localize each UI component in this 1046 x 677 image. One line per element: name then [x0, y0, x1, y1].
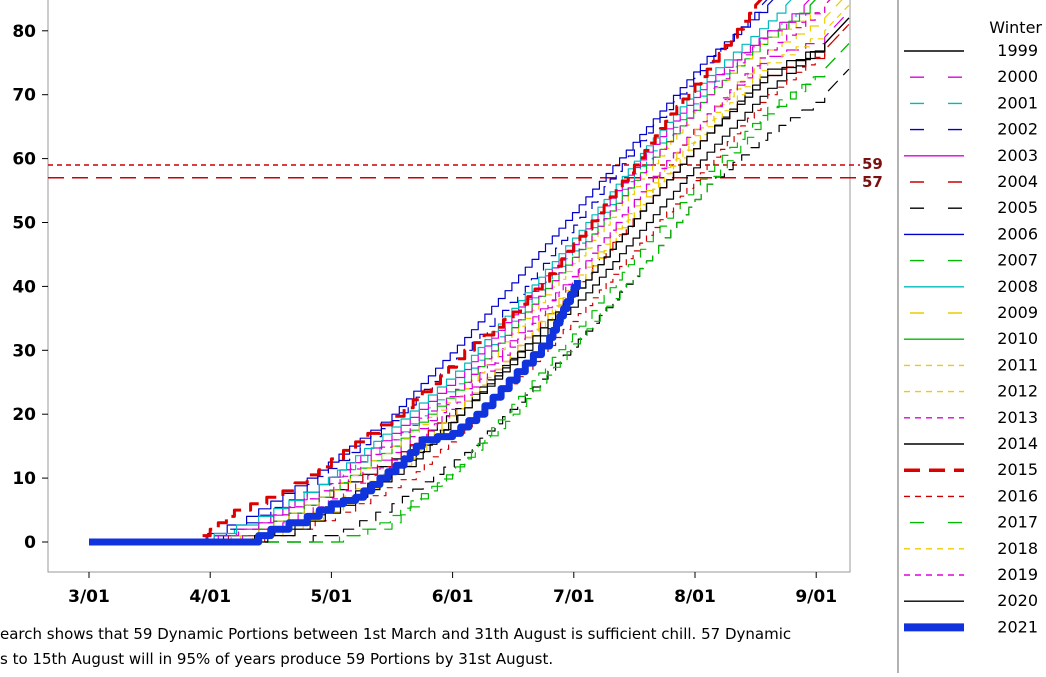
legend-label-2021: 2021: [997, 617, 1038, 636]
series-line-2014: [89, 17, 850, 543]
legend-label-2008: 2008: [997, 277, 1038, 296]
legend-title: Winter: [989, 18, 1042, 37]
y-tick-label-70: 70: [12, 86, 36, 106]
y-axis: 0 10 20 30 40 50 60 70 80: [12, 22, 48, 553]
series-line-2007: [89, 43, 850, 543]
x-tick-label-6: 8/01: [674, 587, 716, 607]
legend-label-1999: 1999: [997, 41, 1038, 60]
y-tick-label-0: 0: [24, 533, 36, 553]
reference-label-59: 59: [862, 155, 883, 173]
series-line-2019: [89, 0, 831, 543]
legend-label-2014: 2014: [997, 434, 1038, 453]
y-tick-label-80: 80: [12, 22, 36, 42]
y-tick-label-50: 50: [12, 214, 36, 234]
series-line-2015: [89, 0, 763, 544]
y-tick-label-30: 30: [12, 341, 36, 361]
series-line-2004: [89, 23, 850, 543]
series-line-2011: [89, 4, 850, 543]
series-line-2009: [89, 0, 843, 543]
x-tick-label-4: 6/01: [432, 587, 474, 607]
legend-label-2009: 2009: [997, 303, 1038, 322]
series-line-2012: [89, 0, 831, 543]
legend-label-2006: 2006: [997, 224, 1038, 243]
legend-label-2016: 2016: [997, 486, 1038, 505]
legend-label-2004: 2004: [997, 172, 1038, 191]
series-line-2000: [89, 11, 850, 543]
legend-label-2020: 2020: [997, 591, 1038, 610]
series-line-2020: [89, 17, 850, 543]
x-axis: 3/01 4/01 5/01 6/01 7/01 8/01 9/01: [68, 572, 837, 607]
caption-line-1: earch shows that 59 Dynamic Portions bet…: [0, 625, 792, 643]
legend: 1999 2000 2001 2002 2003 2004 2005 2006 2007 2008…: [904, 41, 1038, 636]
legend-label-2003: 2003: [997, 146, 1038, 165]
legend-label-2018: 2018: [997, 539, 1038, 558]
legend-label-2005: 2005: [997, 198, 1038, 217]
series-line-2016: [89, 23, 850, 543]
y-tick-label-20: 20: [12, 405, 36, 425]
series-line-2018: [89, 0, 831, 543]
series-line-2006: [89, 0, 774, 543]
plot-area-frame: [47, 0, 851, 573]
x-tick-label-1: 3/01: [68, 587, 110, 607]
y-tick-label-60: 60: [12, 150, 36, 170]
y-tick-label-40: 40: [12, 277, 36, 297]
legend-label-2013: 2013: [997, 408, 1038, 427]
x-tick-label-7: 9/01: [795, 587, 837, 607]
legend-label-2000: 2000: [997, 67, 1038, 86]
legend-label-2002: 2002: [997, 120, 1038, 139]
x-tick-label-5: 7/01: [553, 587, 595, 607]
series-layer: [89, 0, 850, 546]
legend-label-2019: 2019: [997, 565, 1038, 584]
legend-label-2007: 2007: [997, 251, 1038, 270]
x-tick-label-3: 5/01: [311, 587, 353, 607]
series-line-2005: [89, 68, 850, 543]
legend-label-2015: 2015: [997, 460, 1038, 479]
legend-label-2001: 2001: [997, 93, 1038, 112]
legend-label-2012: 2012: [997, 382, 1038, 401]
y-tick-label-10: 10: [12, 469, 36, 489]
legend-label-2010: 2010: [997, 329, 1038, 348]
series-line-2021: [89, 280, 581, 546]
series-line-2002: [89, 0, 768, 543]
reference-label-57: 57: [862, 173, 883, 191]
caption-line-2: s to 15th August will in 95% of years pr…: [0, 650, 554, 668]
series-line-1999: [89, 17, 850, 543]
legend-label-2011: 2011: [997, 355, 1038, 374]
series-line-2017: [89, 43, 850, 543]
series-line-2013: [89, 0, 831, 543]
series-line-2008: [89, 0, 792, 543]
x-tick-label-2: 4/01: [189, 587, 231, 607]
legend-label-2017: 2017: [997, 513, 1038, 532]
